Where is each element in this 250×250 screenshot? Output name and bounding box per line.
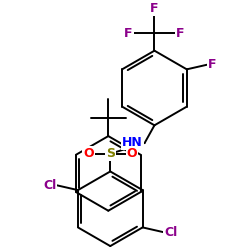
Text: O: O xyxy=(126,147,137,160)
Text: S: S xyxy=(106,147,115,160)
Text: O: O xyxy=(83,147,94,160)
Text: F: F xyxy=(124,26,133,40)
Text: Cl: Cl xyxy=(164,226,177,239)
Text: Cl: Cl xyxy=(43,179,56,192)
Text: F: F xyxy=(176,26,184,40)
Text: F: F xyxy=(208,58,217,71)
Text: HN: HN xyxy=(122,136,143,149)
Text: F: F xyxy=(150,2,159,15)
